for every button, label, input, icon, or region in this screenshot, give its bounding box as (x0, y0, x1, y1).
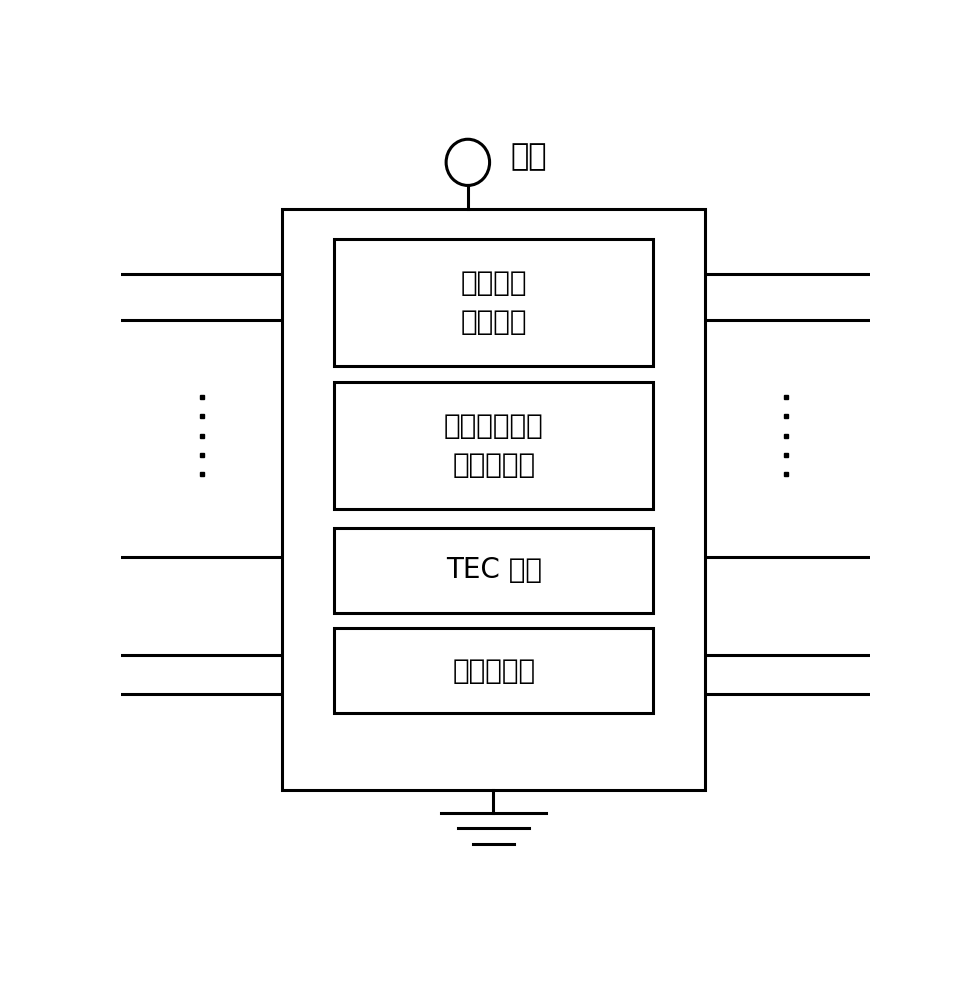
Bar (282, 209, 706, 790)
Ellipse shape (446, 139, 489, 185)
Text: 可控双向
开关电路: 可控双向 开关电路 (460, 269, 527, 336)
Bar (335, 382, 653, 509)
Text: TEC 单元: TEC 单元 (446, 556, 542, 584)
Bar (335, 528, 653, 613)
Text: 主电路单元: 主电路单元 (453, 657, 536, 685)
Text: 热敏信号采集
与处理单元: 热敏信号采集 与处理单元 (444, 412, 543, 479)
Text: 电源: 电源 (511, 142, 547, 171)
Bar (335, 628, 653, 713)
Bar (335, 239, 653, 366)
